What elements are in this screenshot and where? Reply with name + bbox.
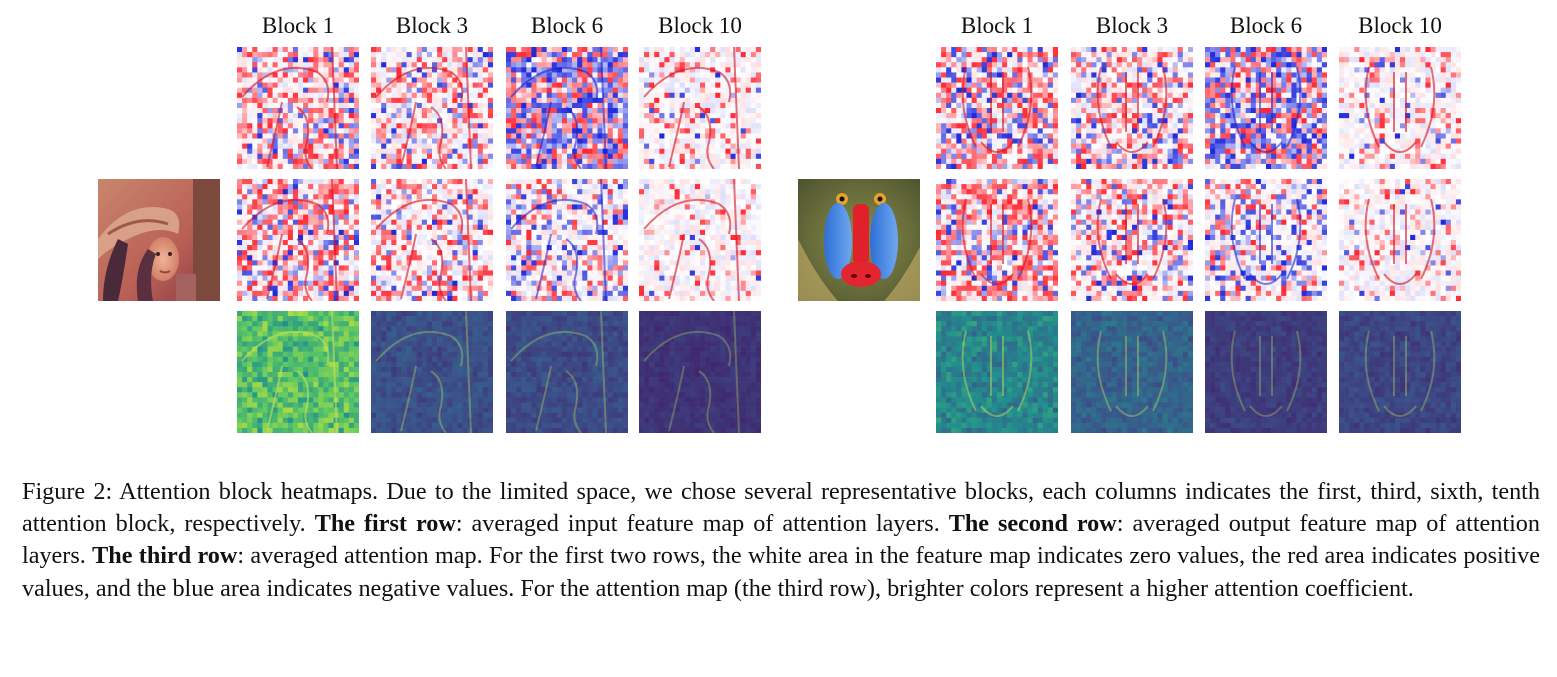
right-attention-map-block-10: [1339, 311, 1461, 433]
figure-caption: Figure 2: Attention block heatmaps. Due …: [22, 476, 1540, 605]
right-attention-map-block-1: [936, 311, 1058, 433]
left-col-label-block-3: Block 3: [395, 13, 469, 38]
right-input-feature-map-block-6: [1205, 47, 1327, 169]
caption-row1-label: The first row: [314, 510, 456, 538]
left-col-label-block-6: Block 6: [530, 13, 604, 38]
right-output-feature-map-block-6: [1205, 179, 1327, 301]
right-attention-map-block-6: [1205, 311, 1327, 433]
lena-source-image: [98, 179, 220, 301]
left-attention-map-block-1: [237, 311, 359, 433]
mandrill-source-image: [798, 179, 920, 301]
left-output-feature-map-block-6: [506, 179, 628, 301]
caption-row3-text: : averaged attention map. For the first …: [22, 542, 1540, 602]
right-col-label-block-6: Block 6: [1229, 13, 1303, 38]
left-col-label-block-10: Block 10: [658, 13, 742, 38]
right-attention-map-block-3: [1071, 311, 1193, 433]
right-col-label-block-3: Block 3: [1095, 13, 1169, 38]
right-col-label-block-10: Block 10: [1358, 13, 1442, 38]
left-attention-map-block-10: [639, 311, 761, 433]
left-input-feature-map-block-3: [371, 47, 493, 169]
left-output-feature-map-block-3: [371, 179, 493, 301]
caption-row3-label: The third row: [92, 542, 238, 570]
caption-row2-text: : averaged output feature map of attenti…: [22, 510, 1540, 570]
caption-prefix: Figure 2: Attention block heatmaps. Due …: [22, 478, 1540, 538]
right-output-feature-map-block-10: [1339, 179, 1461, 301]
left-input-feature-map-block-10: [639, 47, 761, 169]
right-input-feature-map-block-3: [1071, 47, 1193, 169]
caption-row2-label: The second row: [948, 510, 1117, 538]
right-input-feature-map-block-1: [936, 47, 1058, 169]
left-input-feature-map-block-1: [237, 47, 359, 169]
right-col-label-block-1: Block 1: [960, 13, 1034, 38]
right-output-feature-map-block-1: [936, 179, 1058, 301]
left-attention-map-block-3: [371, 311, 493, 433]
left-output-feature-map-block-10: [639, 179, 761, 301]
right-input-feature-map-block-10: [1339, 47, 1461, 169]
caption-row1-text: : averaged input feature map of attentio…: [455, 510, 949, 538]
left-input-feature-map-block-6: [506, 47, 628, 169]
left-attention-map-block-6: [506, 311, 628, 433]
left-output-feature-map-block-1: [237, 179, 359, 301]
right-output-feature-map-block-3: [1071, 179, 1193, 301]
left-col-label-block-1: Block 1: [261, 13, 335, 38]
